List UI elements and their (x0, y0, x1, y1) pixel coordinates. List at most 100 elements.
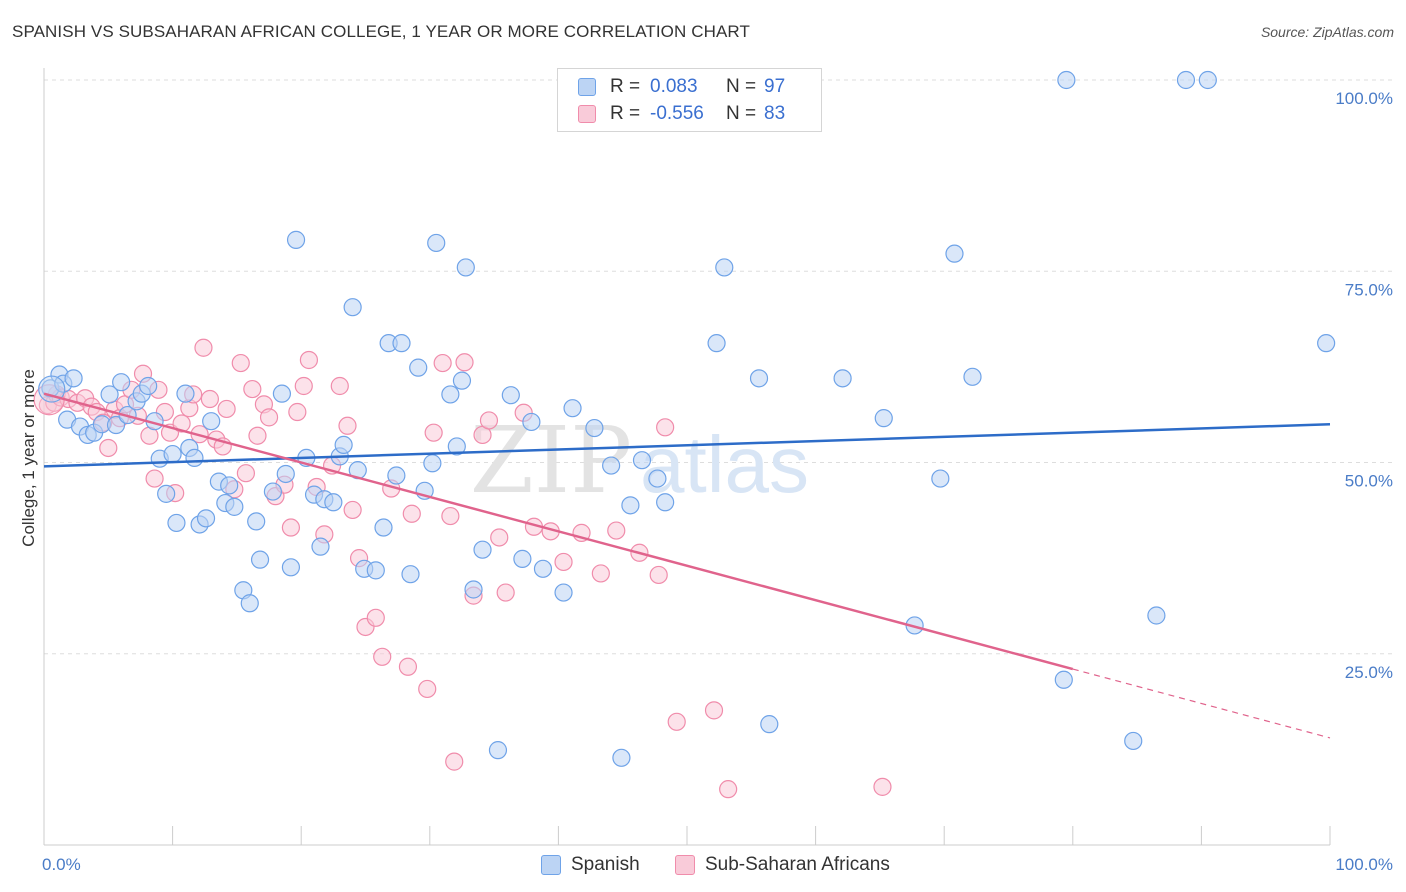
point-spanish (423, 454, 442, 473)
point-spanish (196, 509, 216, 528)
series-legend-spanish[interactable]: Spanish (541, 852, 640, 878)
point-spanish (456, 258, 475, 277)
legend-swatch-spanish (578, 78, 596, 96)
point-sub-saharan (172, 414, 191, 433)
point-spanish (263, 482, 283, 501)
point-spanish (387, 466, 406, 485)
point-spanish (488, 741, 508, 760)
point-spanish (533, 559, 553, 578)
point-spanish (441, 385, 460, 404)
point-sub-saharan (402, 504, 421, 523)
point-spanish (409, 358, 428, 377)
point-spanish (464, 580, 483, 599)
point-spanish (112, 373, 131, 392)
point-sub-saharan (418, 679, 437, 699)
point-sub-saharan (445, 752, 464, 771)
point-spanish (281, 558, 301, 577)
point-spanish (1198, 70, 1217, 90)
point-sub-saharan (667, 712, 686, 731)
point-spanish (833, 369, 852, 388)
point-sub-saharan (338, 416, 357, 435)
x-tick-label: 0.0% (42, 855, 81, 874)
point-spanish (554, 583, 573, 602)
point-sub-saharan (656, 418, 675, 437)
point-sub-saharan (433, 353, 452, 373)
legend-r-value: -0.556 (650, 103, 704, 124)
point-spanish (648, 469, 667, 488)
point-sub-saharan (607, 521, 626, 540)
point-spanish (963, 367, 982, 386)
point-spanish (501, 386, 520, 405)
point-spanish (220, 476, 239, 495)
series-legend-swatch-spanish (541, 855, 561, 875)
point-spanish (452, 371, 472, 390)
point-sub-saharan (294, 376, 313, 396)
trend-lines (43, 392, 1331, 739)
point-spanish (612, 748, 631, 767)
legend-n-value: 83 (764, 103, 786, 124)
point-sub-saharan (441, 506, 460, 526)
legend-n-value: 97 (764, 76, 786, 97)
point-spanish (473, 540, 492, 559)
x-tick-label: 100.0% (1335, 855, 1393, 874)
point-spanish (1057, 70, 1076, 90)
point-sub-saharan (236, 464, 256, 483)
point-spanish (225, 497, 244, 516)
point-sub-saharan (145, 469, 164, 488)
point-sub-saharan (424, 423, 443, 442)
legend-row-sub-saharan: R = -0.556 N = 83 (578, 101, 785, 127)
point-spanish (563, 399, 582, 418)
point-sub-saharan (479, 411, 499, 430)
y-tick-label: 50.0% (1345, 472, 1393, 491)
point-spanish (163, 444, 182, 464)
series-legend-label-spanish: Spanish (571, 854, 640, 875)
point-spanish (1176, 70, 1196, 90)
point-sub-saharan (217, 399, 236, 419)
series-legend-swatch-sub-saharan (675, 855, 695, 875)
series-sub-saharan-points (33, 338, 892, 799)
point-sub-saharan (99, 438, 118, 458)
y-tick-label: 75.0% (1345, 280, 1393, 299)
point-spanish (513, 549, 532, 568)
point-spanish (286, 230, 306, 249)
legend-r-label: R = (610, 76, 641, 97)
y-axis-title: College, 1 year or more (19, 369, 38, 547)
series-legend-sub-saharan[interactable]: Sub-Saharan Africans (675, 852, 890, 878)
point-sub-saharan (330, 376, 349, 396)
point-spanish (100, 385, 119, 404)
point-spanish (64, 369, 83, 388)
legend-row-spanish: R = 0.083 N = 97 (578, 74, 785, 100)
point-sub-saharan (288, 402, 307, 422)
point-spanish-cluster (38, 375, 66, 403)
point-spanish (250, 550, 270, 569)
point-spanish (707, 334, 726, 353)
point-spanish (240, 594, 259, 613)
point-spanish (427, 233, 446, 253)
point-spanish (343, 298, 362, 317)
point-sub-saharan (248, 426, 267, 445)
point-spanish (311, 537, 330, 556)
point-sub-saharan (281, 518, 301, 537)
source-label: Source: ZipAtlas.com (1260, 24, 1394, 40)
point-spanish (621, 496, 640, 515)
point-sub-saharan (554, 552, 573, 572)
point-spanish (931, 469, 950, 488)
point-sub-saharan (455, 353, 474, 372)
point-sub-saharan (243, 379, 262, 399)
point-spanish (522, 412, 541, 432)
point-spanish (366, 561, 385, 580)
point-spanish (176, 384, 195, 403)
point-sub-saharan (194, 338, 213, 357)
point-sub-saharan (259, 408, 279, 427)
point-spanish (106, 415, 126, 435)
point-spanish (272, 384, 292, 403)
y-tick-label: 25.0% (1345, 663, 1393, 682)
point-spanish (185, 448, 204, 468)
point-spanish (447, 437, 466, 456)
point-spanish (1147, 606, 1166, 625)
trend-line-sub-saharan-extension (1072, 668, 1331, 739)
point-sub-saharan (704, 701, 724, 720)
series-spanish-points (38, 70, 1336, 767)
series-legend-label-sub-saharan: Sub-Saharan Africans (705, 854, 890, 875)
